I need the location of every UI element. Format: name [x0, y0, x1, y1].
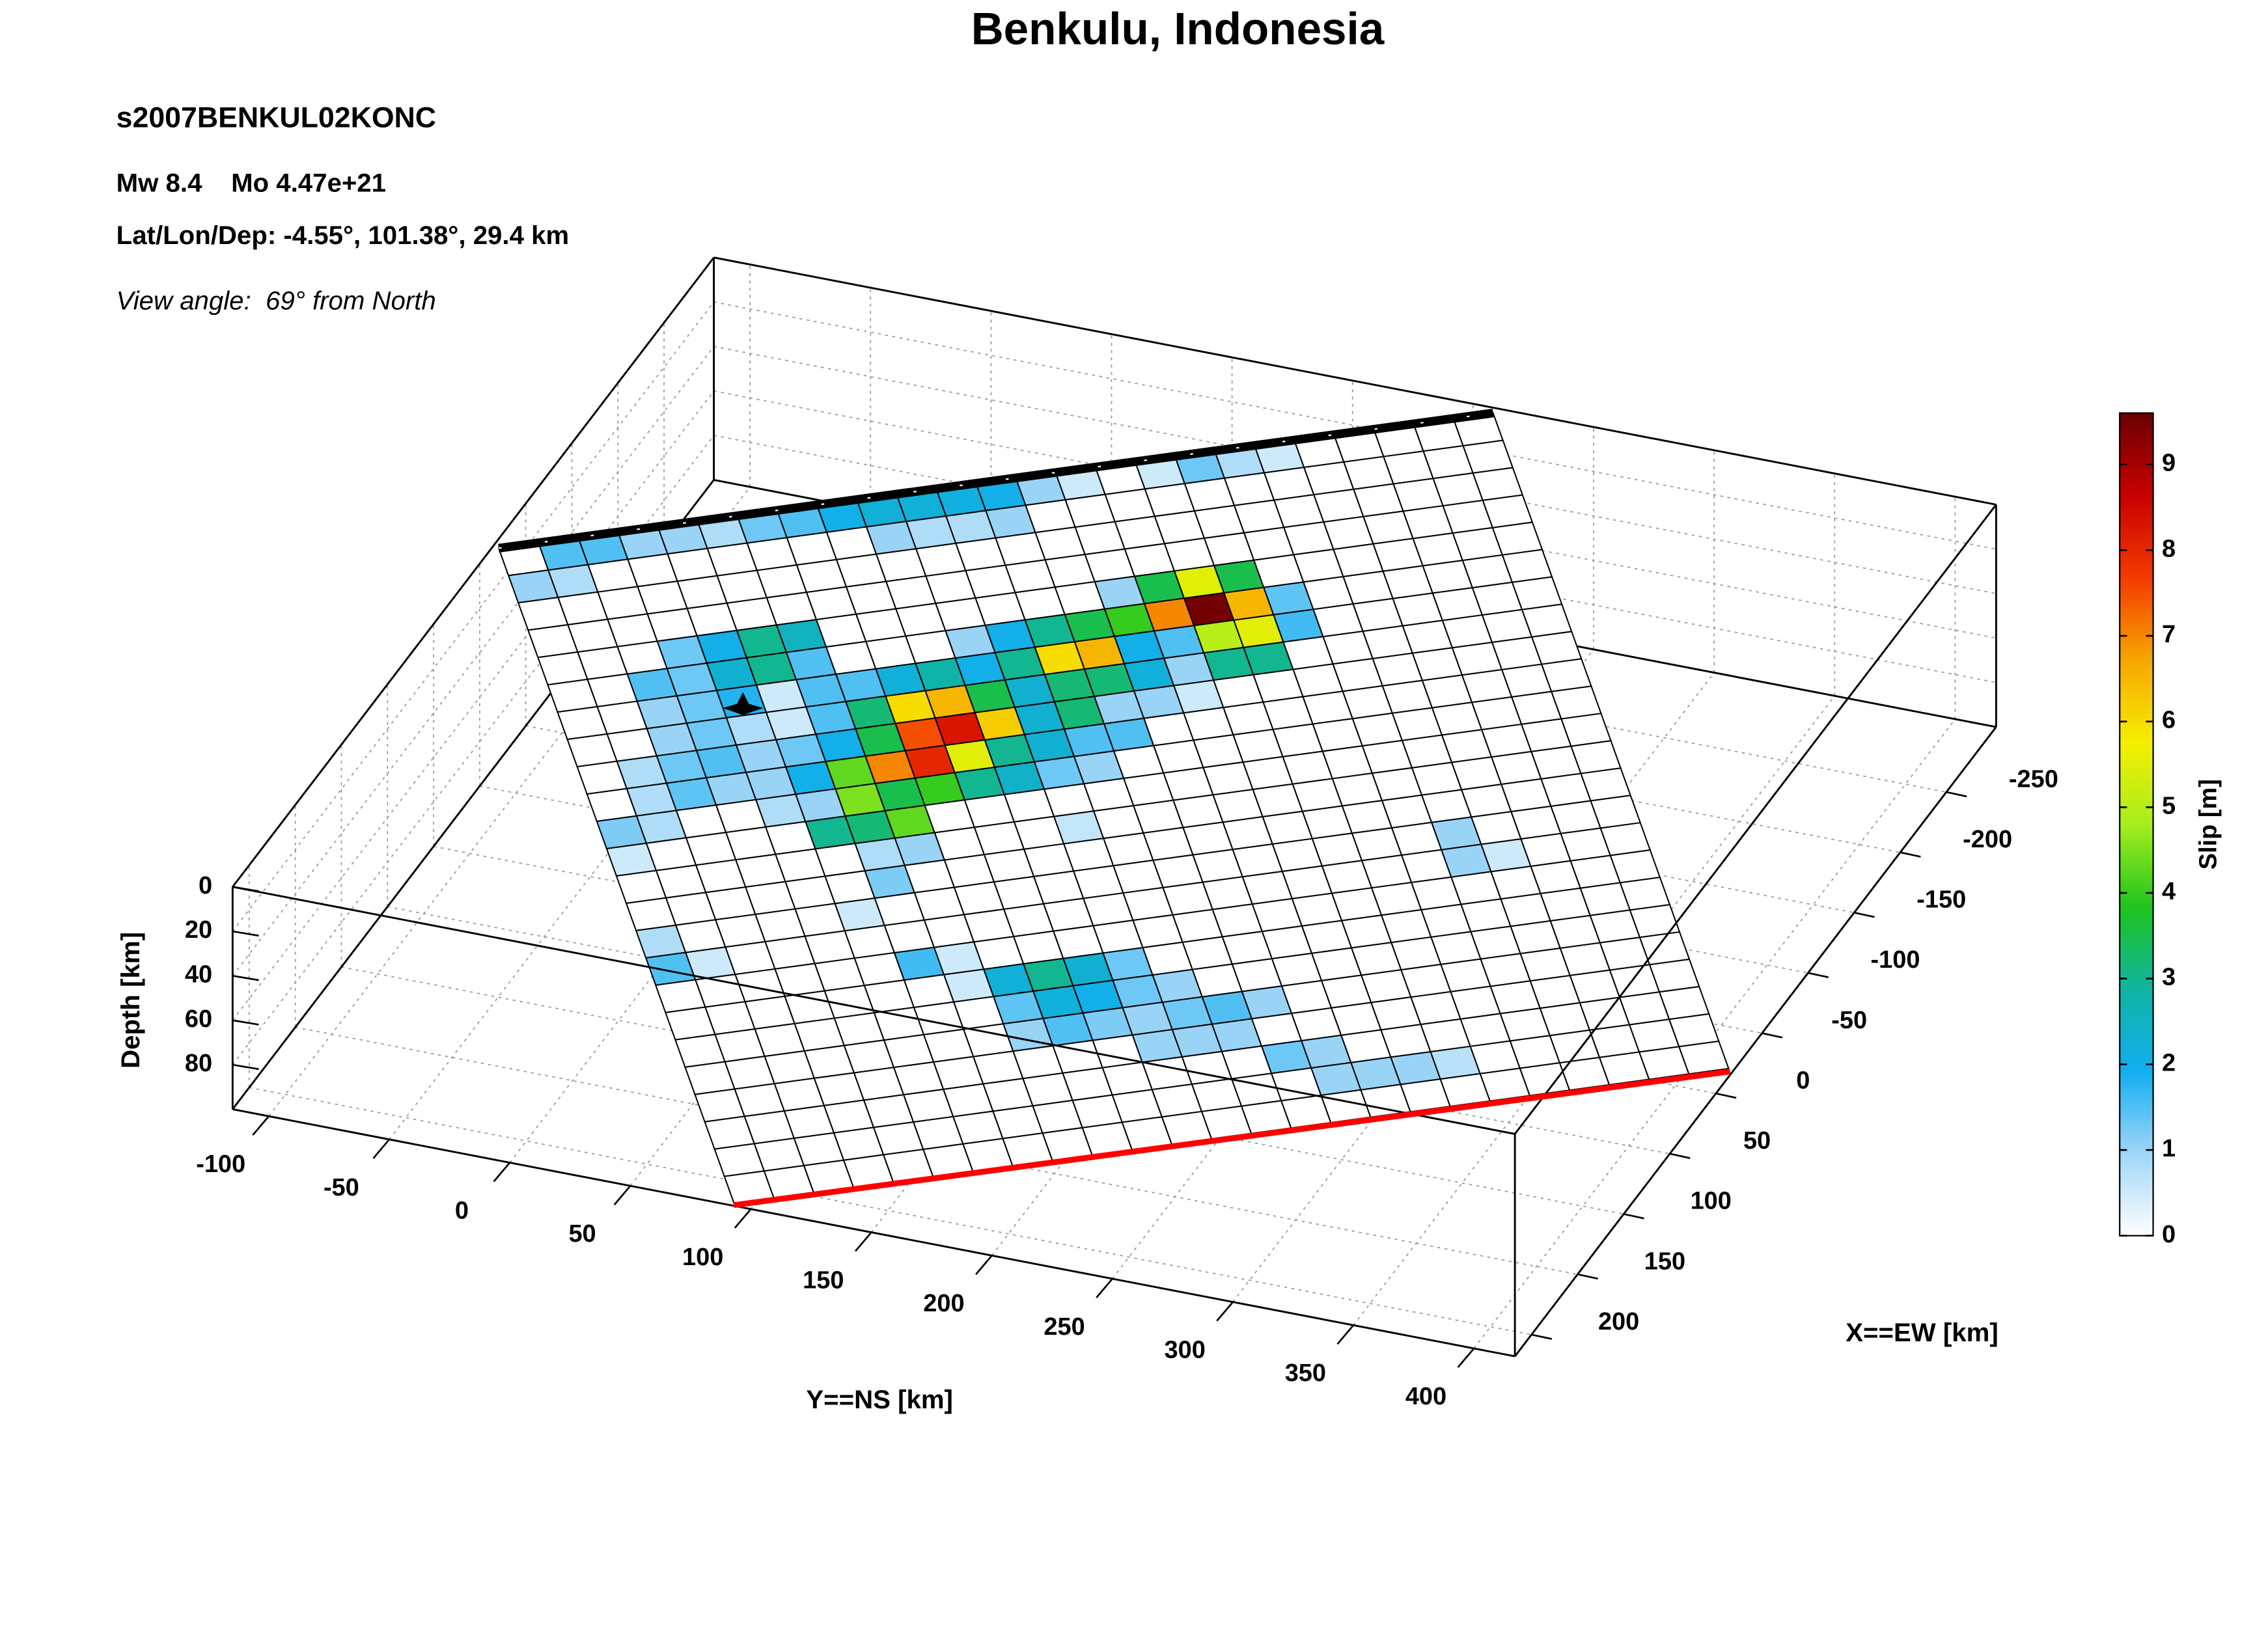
y-tick-label: 0 [455, 1197, 469, 1224]
y-tick-label: -100 [196, 1151, 245, 1178]
axes-box-front [232, 504, 1997, 1135]
colorbar-tick-label: 3 [2162, 964, 2176, 991]
fault-bottom-edge [734, 1068, 1731, 1209]
y-tick-label: 100 [682, 1244, 723, 1271]
grid-line [1232, 672, 1715, 1303]
tick-mark [734, 1209, 752, 1229]
box-edge [1514, 726, 1997, 1357]
box-edge [713, 256, 1997, 506]
y-tick-label: 50 [568, 1220, 596, 1248]
tick-mark [1669, 1153, 1691, 1159]
tick-mark [232, 975, 259, 981]
colorbar-label: Slip [m] [2195, 779, 2222, 869]
z-tick-label: 40 [185, 961, 212, 988]
z-axis-label: Depth [km] [116, 932, 145, 1069]
y-tick-label: 400 [1405, 1383, 1446, 1410]
x-axis-label: X==EW [km] [1846, 1318, 1998, 1347]
tick-mark [1336, 1324, 1355, 1345]
tick-mark [1946, 791, 1967, 798]
tick-mark [1216, 1301, 1234, 1322]
labels: Benkulu, Indonesia s2007BENKUL02KONC Mw … [116, 3, 2222, 1414]
y-tick-label: 350 [1285, 1360, 1326, 1387]
grid-line [232, 435, 715, 1065]
colorbar-tick-label: 1 [2162, 1135, 2176, 1162]
tick-mark [232, 1063, 259, 1071]
view-angle: View angle: 69° from North [117, 286, 436, 316]
grid-line [232, 346, 715, 976]
tick-mark [854, 1231, 872, 1252]
grid-line [232, 301, 715, 932]
colorbar-tick-label: 6 [2162, 707, 2176, 734]
slip-cell [1678, 1040, 1730, 1075]
tick-mark [1577, 1273, 1598, 1280]
tick-mark [252, 1115, 270, 1136]
x-tick-label: -50 [1831, 1007, 1867, 1034]
grid-line [389, 510, 871, 1140]
fault-plane [497, 412, 1730, 1205]
fault-top-edge [498, 409, 1494, 553]
grid-line [1473, 718, 1956, 1349]
z-tick-label: 80 [185, 1050, 212, 1077]
colorbar-tick-label: 0 [2162, 1221, 2176, 1248]
x-tick-label: 100 [1691, 1188, 1732, 1215]
tick-mark [493, 1162, 511, 1182]
x-tick-label: -150 [1916, 886, 1966, 914]
colorbar-tick-label: 2 [2162, 1049, 2176, 1076]
hypocenter-info: Lat/Lon/Dep: -4.55°, 101.38°, 29.4 km [117, 221, 570, 250]
colorbar-tick-label: 8 [2162, 535, 2176, 562]
x-tick-label: 0 [1796, 1067, 1810, 1094]
y-tick-label: 150 [803, 1267, 844, 1294]
colorbar-tick-label: 7 [2162, 621, 2176, 648]
tick-mark [1900, 851, 1921, 858]
tick-mark [1096, 1278, 1113, 1298]
z-tick-label: 0 [199, 872, 212, 899]
grid-line [509, 532, 992, 1164]
y-tick-label: 250 [1044, 1313, 1085, 1341]
box-edge [232, 256, 715, 888]
grid-line [268, 486, 751, 1117]
tick-mark [1715, 1092, 1737, 1099]
tick-mark [613, 1185, 631, 1206]
grid-line [232, 390, 715, 1021]
grid-line [1353, 695, 1835, 1326]
colorbar [2119, 412, 2154, 1237]
x-tick-label: 150 [1644, 1248, 1685, 1275]
tick-mark [1623, 1213, 1644, 1220]
x-tick-label: -250 [2009, 765, 2058, 793]
x-tick-label: 200 [1598, 1308, 1639, 1335]
y-tick-label: 300 [1165, 1337, 1206, 1364]
y-tick-label: -50 [324, 1174, 359, 1201]
colorbar-tick-label: 5 [2162, 792, 2176, 819]
grid-line [1112, 649, 1594, 1279]
tick-mark [232, 930, 259, 937]
tick-mark [1762, 1032, 1783, 1039]
z-tick-label: 20 [185, 916, 212, 944]
y-axis-label: Y==NS [km] [806, 1385, 953, 1414]
magnitude: Mw 8.4 Mo 4.47e+21 [117, 169, 386, 198]
x-tick-label: -100 [1870, 946, 1920, 974]
tick-mark [1808, 972, 1829, 978]
box-edge [1514, 504, 1997, 1135]
colorbar-tick-label: 9 [2162, 450, 2176, 477]
x-tick-label: 50 [1743, 1127, 1771, 1155]
tick-mark [1853, 912, 1875, 918]
x-tick-label: -200 [1963, 826, 2012, 853]
y-tick-label: 200 [923, 1290, 964, 1317]
colorbar-tick-label: 4 [2162, 878, 2176, 905]
box-edge [232, 886, 1515, 1135]
z-tick-label: 60 [185, 1005, 212, 1033]
model-name: s2007BENKUL02KONC [117, 102, 436, 133]
chart-title: Benkulu, Indonesia [971, 3, 1385, 54]
tick-mark [232, 1019, 259, 1026]
tick-mark [1457, 1348, 1475, 1368]
box-edge [232, 1108, 1515, 1358]
tick-mark [372, 1138, 391, 1159]
tick-mark [975, 1255, 993, 1276]
hypocenter [722, 692, 764, 716]
tick-mark [1531, 1333, 1553, 1340]
